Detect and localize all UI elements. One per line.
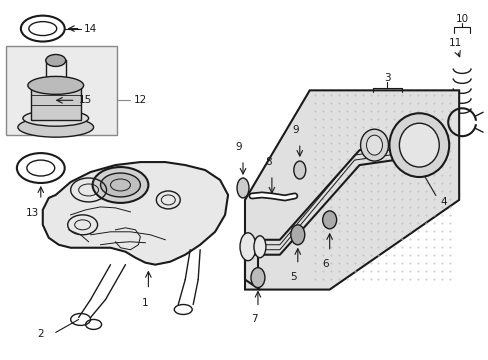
Ellipse shape xyxy=(18,117,93,137)
Text: 9: 9 xyxy=(235,142,242,152)
FancyBboxPatch shape xyxy=(31,85,81,120)
Ellipse shape xyxy=(23,110,88,126)
Text: 11: 11 xyxy=(447,37,461,48)
Text: 15: 15 xyxy=(79,95,92,105)
Ellipse shape xyxy=(253,236,265,258)
Ellipse shape xyxy=(28,76,83,94)
Polygon shape xyxy=(244,90,458,289)
Ellipse shape xyxy=(237,178,248,198)
Ellipse shape xyxy=(92,167,148,203)
Ellipse shape xyxy=(360,129,387,161)
Text: 7: 7 xyxy=(250,315,257,324)
Text: 2: 2 xyxy=(38,329,44,339)
Text: 4: 4 xyxy=(439,197,446,207)
Text: 6: 6 xyxy=(322,259,328,269)
Text: 9: 9 xyxy=(292,125,299,135)
Text: 5: 5 xyxy=(290,272,297,282)
Polygon shape xyxy=(42,162,227,265)
Ellipse shape xyxy=(388,113,448,177)
Text: 14: 14 xyxy=(83,24,97,33)
Text: 13: 13 xyxy=(26,208,40,218)
Ellipse shape xyxy=(240,233,255,261)
Text: 8: 8 xyxy=(265,157,272,167)
Ellipse shape xyxy=(322,211,336,229)
Text: 10: 10 xyxy=(455,14,468,24)
Ellipse shape xyxy=(293,161,305,179)
Text: 1: 1 xyxy=(142,298,148,307)
Text: 12: 12 xyxy=(133,95,146,105)
Ellipse shape xyxy=(250,268,264,288)
Ellipse shape xyxy=(399,123,438,167)
Text: 3: 3 xyxy=(384,73,390,84)
FancyBboxPatch shape xyxy=(6,45,117,135)
Ellipse shape xyxy=(46,54,65,67)
Ellipse shape xyxy=(101,173,140,197)
Ellipse shape xyxy=(290,225,304,245)
Ellipse shape xyxy=(366,135,382,155)
